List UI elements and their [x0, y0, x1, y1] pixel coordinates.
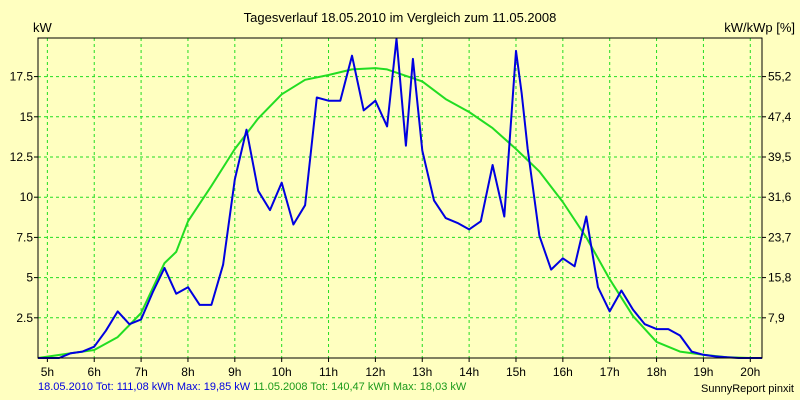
- x-tick-label: 13h: [412, 365, 432, 379]
- x-tick-label: 5h: [41, 365, 54, 379]
- plot-frame: [37, 37, 763, 359]
- x-tick-label: 19h: [693, 365, 713, 379]
- x-tick-label: 10h: [272, 365, 292, 379]
- y-tick-label-left: 15: [20, 110, 34, 124]
- chart-title: Tagesverlauf 18.05.2010 im Vergleich zum…: [244, 10, 557, 25]
- legend-series-1: 18.05.2010 Tot: 111,08 kWh Max: 19,85 kW: [38, 381, 251, 393]
- x-tick-label: 8h: [181, 365, 194, 379]
- brand-label: SunnyReport pinxit: [701, 383, 794, 395]
- x-tick-label: 11h: [319, 365, 338, 379]
- x-tick-label: 14h: [459, 365, 479, 379]
- x-tick-label: 18h: [647, 365, 667, 379]
- x-tick-label: 16h: [553, 365, 573, 379]
- y-tick-label-left: 5: [26, 271, 33, 285]
- y-axis-left-label: kW: [33, 20, 53, 35]
- x-tick-label: 17h: [600, 365, 620, 379]
- series-line-2: [37, 67, 762, 359]
- legend-series-2: 11.05.2008 Tot: 140,47 kWh Max: 18,03 kW: [253, 381, 467, 393]
- x-tick-label: 9h: [228, 365, 241, 379]
- legend: 18.05.2010 Tot: 111,08 kWh Max: 19,85 kW…: [38, 381, 466, 393]
- x-tick-label: 7h: [134, 365, 147, 379]
- y-axis-right-label: kW/kWp [%]: [724, 20, 795, 35]
- y-tick-label-right: 7,9: [768, 311, 785, 325]
- y-tick-label-left: 12.5: [10, 150, 34, 164]
- y-tick-label-left: 7.5: [16, 230, 33, 244]
- x-tick-label: 15h: [506, 365, 526, 379]
- y-tick-label-right: 39,5: [768, 150, 792, 164]
- y-tick-label-right: 55,2: [768, 70, 792, 84]
- y-tick-label-right: 31,6: [768, 190, 792, 204]
- x-tick-label: 6h: [88, 365, 101, 379]
- y-tick-label-right: 23,7: [768, 230, 792, 244]
- series-line-1: [38, 37, 762, 359]
- series-lines: [37, 37, 762, 359]
- y-tick-label-right: 47,4: [768, 110, 792, 124]
- y-tick-label-left: 2.5: [16, 311, 33, 325]
- y-tick-label-left: 17.5: [10, 70, 34, 84]
- x-tick-label: 20h: [740, 365, 760, 379]
- y-tick-label-right: 15,8: [768, 271, 792, 285]
- axis-ticks: 5h 6h 7h 8h 9h 10h 11h 12h 13h 14h 15h 16h 17h 18h 19h…: [10, 70, 792, 379]
- x-tick-label: 12h: [365, 365, 385, 379]
- y-tick-label-left: 10: [20, 190, 34, 204]
